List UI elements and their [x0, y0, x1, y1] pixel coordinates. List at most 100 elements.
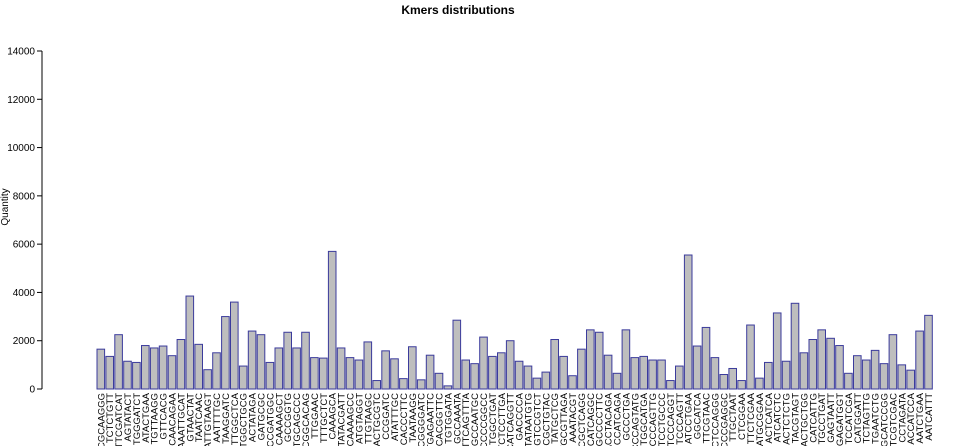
x-tick-label: TATAATGTG	[524, 393, 535, 446]
bar	[408, 346, 417, 390]
bar	[399, 378, 408, 390]
y-tick-label: 2000	[13, 336, 36, 347]
x-tick-label: CCTAGATA	[897, 392, 908, 442]
bar	[319, 357, 328, 390]
bar	[826, 337, 835, 390]
y-axis-label: Quantity	[0, 188, 11, 225]
bar	[141, 345, 150, 390]
x-tick-label: TGGCATGA	[639, 392, 650, 445]
bar	[790, 302, 800, 390]
x-tick-label: TTTGCTCT	[319, 393, 330, 443]
bar	[577, 348, 586, 390]
bar	[764, 361, 773, 390]
x-tick-label: TGTGGATA	[443, 392, 454, 444]
x-tick-label: GCCAAATA	[452, 392, 463, 444]
x-tick-label: TTCTCGAA	[746, 392, 757, 444]
bar	[888, 334, 898, 390]
bar	[149, 347, 159, 390]
bar	[915, 330, 924, 390]
x-tick-label: AAATTGCAT	[176, 393, 187, 446]
x-tick-label: ACTATAGA	[248, 392, 259, 442]
x-tick-label: TATGCTCG	[550, 393, 561, 444]
bar	[612, 372, 622, 390]
bar	[221, 316, 230, 390]
x-tick-label: GCATCCGG	[880, 393, 891, 446]
y-tick-label: 12000	[7, 95, 35, 106]
x-tick-label: TCTCTGTT	[105, 393, 116, 443]
x-tick-label: ATACTGAA	[141, 392, 152, 442]
x-tick-label: GTCCTGCCC	[657, 393, 668, 446]
bar	[586, 329, 595, 390]
bar	[692, 345, 702, 390]
x-tick-label: CGGCACAG	[301, 393, 312, 446]
bar	[657, 359, 666, 390]
x-tick-label: GCCGGTG	[283, 393, 294, 442]
x-tick-label: TCATCAGGTT	[506, 393, 517, 446]
bars-group	[96, 250, 933, 390]
x-tick-label: CCGGATC	[381, 393, 392, 440]
y-tick-label: 8000	[13, 191, 36, 202]
bar	[701, 326, 711, 390]
x-tick-label: TGGCTGAT	[488, 393, 499, 445]
x-tick-label: CAAAAGCT	[274, 393, 285, 445]
x-tick-label: GAGTAATT	[826, 393, 837, 443]
bar	[523, 365, 533, 390]
bar	[719, 374, 729, 390]
bar	[817, 329, 827, 390]
bar	[594, 331, 604, 390]
bar	[630, 357, 640, 390]
bar	[924, 314, 933, 390]
x-tick-label: TAATAAGG	[408, 393, 419, 443]
x-tick-label: CCATCAGA	[613, 392, 624, 445]
x-tick-label: TTGGCTCA	[230, 392, 241, 445]
x-tick-label: GATGCGC	[257, 393, 268, 440]
x-tick-label: TGCGTTAGA	[559, 392, 570, 446]
bar	[728, 367, 738, 390]
x-tick-label: CGCAAGGG	[96, 393, 107, 446]
x-tick-label: ACCATCCA	[906, 392, 917, 444]
x-tick-label: TGCAGCCC	[292, 393, 303, 446]
bar	[390, 358, 399, 390]
bar	[666, 380, 675, 390]
x-tick-label: GTAACTAT	[185, 393, 196, 442]
x-tick-label: TGTTAAGG	[150, 393, 161, 445]
bar	[176, 339, 186, 390]
bar	[425, 354, 435, 390]
bar	[808, 339, 818, 390]
x-tick-label: TTGTAAGC	[363, 393, 374, 444]
bar	[230, 301, 239, 390]
x-tick-label: TCTAGTTG	[862, 393, 873, 443]
bar	[772, 312, 782, 390]
x-tick-label: AAATACGT	[568, 393, 579, 443]
bar	[568, 375, 577, 390]
bar	[443, 385, 453, 390]
x-tick-label: TGAGAATTC	[426, 393, 437, 446]
bar	[639, 355, 649, 390]
bar	[737, 380, 746, 390]
bar	[327, 250, 337, 390]
bar	[434, 372, 444, 390]
x-tick-label: CGGGGATC	[417, 393, 428, 446]
bar	[799, 352, 809, 390]
x-tick-label: TCCCAGGT	[666, 393, 677, 446]
x-tick-label: CAACAGAA	[168, 392, 179, 445]
x-tick-label: ACTCTCTG	[782, 393, 793, 445]
bar	[781, 360, 791, 390]
x-tick-label: GACCCCA	[515, 392, 526, 440]
bar	[256, 334, 266, 390]
bar	[675, 365, 684, 390]
y-tick-label: 4000	[13, 288, 36, 299]
x-tick-labels-group: CGCAAGGGTCTCTGTTTTCGATCATAGTATACTTGGGATC…	[96, 392, 935, 446]
bar	[114, 334, 123, 390]
x-tick-label: GTCCGTCT	[532, 393, 543, 446]
bar	[541, 371, 551, 390]
y-tick-label: 6000	[13, 240, 36, 251]
x-tick-label: CGCTCAGG	[577, 393, 588, 446]
bar	[363, 341, 373, 390]
bar	[345, 357, 355, 390]
x-tick-label: TATACGATT	[337, 393, 348, 446]
bar	[96, 348, 106, 390]
x-tick-label: ACCTACAGA	[604, 392, 615, 446]
bar	[283, 331, 292, 390]
bar	[461, 359, 470, 390]
